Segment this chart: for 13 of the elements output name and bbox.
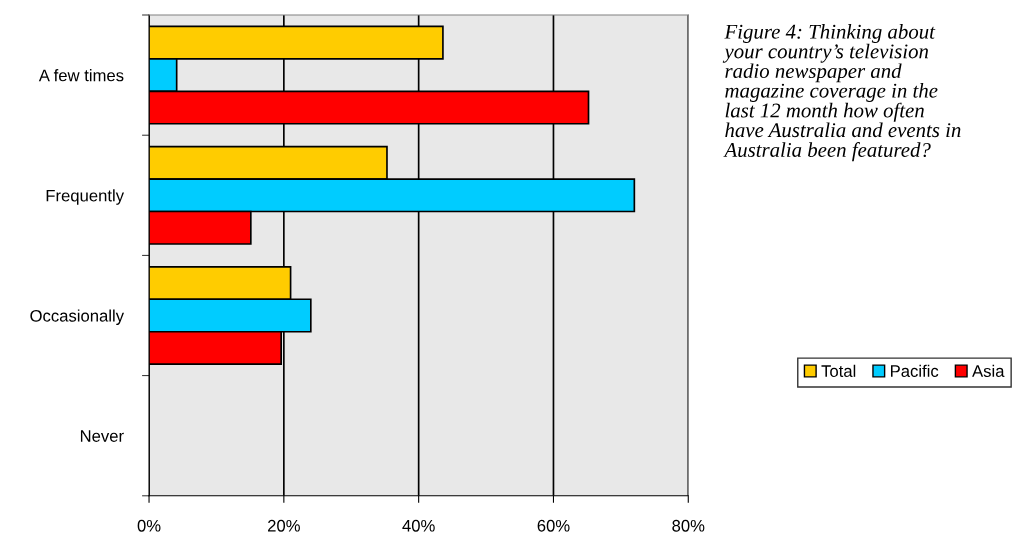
- legend-label: Asia: [972, 364, 1005, 377]
- x-tick-label: 0%: [137, 519, 161, 532]
- x-tick-label: 60%: [537, 519, 570, 532]
- y-tick-label: A few times: [38, 69, 124, 82]
- y-tick-label: Occasionally: [30, 309, 125, 325]
- x-tick-label: 20%: [268, 519, 300, 532]
- x-tick-label: 40%: [402, 519, 435, 532]
- text: Figure 4: Thinking about your country’s television radio newspaper and magazine coverage in the last 12 month how often have Australia and events in Australia been featured?: [722, 24, 961, 162]
- y-tick-label: Never: [80, 430, 124, 442]
- y-tick-label: Frequently: [46, 189, 125, 205]
- legend-label: Total: [821, 364, 856, 377]
- x-tick-label: 80%: [672, 519, 705, 532]
- legend-label: Pacific: [891, 364, 939, 377]
